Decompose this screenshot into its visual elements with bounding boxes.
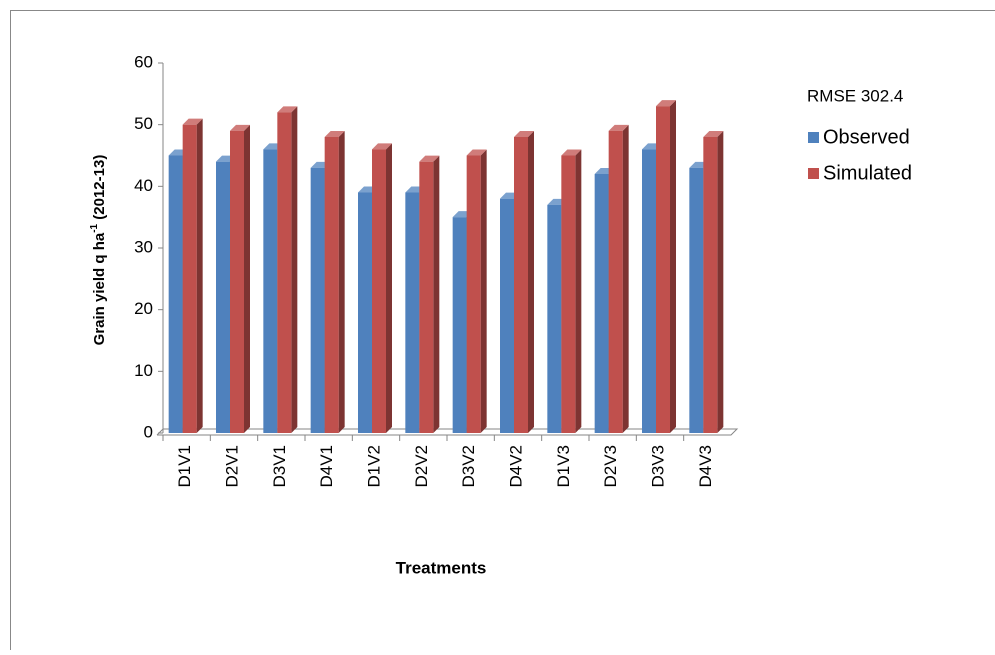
bar [547,205,561,433]
bar-side [386,143,392,433]
x-tick-label: D3V3 [648,445,667,488]
y-axis-title: Grain yield q ha-1 (2012-13) [89,155,108,346]
bar-side [291,106,297,433]
x-tick-label: D1V2 [364,445,383,488]
y-tick-label: 20 [134,299,153,318]
bar [405,193,419,434]
x-tick-label: D3V1 [270,445,289,488]
x-tick-label: D2V1 [222,445,241,488]
y-tick-label: 10 [134,361,153,380]
y-axis-title-part: Grain yield q ha [91,232,108,345]
bar [689,168,703,433]
bar [216,162,230,433]
y-tick-label: 40 [134,176,153,195]
bar [325,137,339,433]
y-tick-label: 0 [144,422,153,441]
bar [609,131,623,433]
annotation: RMSE 302.4 [807,86,903,105]
bar [372,149,386,433]
bar [358,193,372,434]
legend-swatch [808,132,819,143]
x-tick-label: D2V2 [412,445,431,488]
y-axis-title-part: (2012-13) [91,155,108,224]
bar [453,217,467,433]
x-tick-label: D4V1 [317,445,336,488]
x-tick-label: D4V3 [696,445,715,488]
bar [642,149,656,433]
x-tick-label: D4V2 [506,445,525,488]
legend-label: Simulated [823,162,912,184]
bar [169,156,183,434]
bar [595,174,609,433]
x-tick-label: D1V1 [175,445,194,488]
bar [467,156,481,434]
bar-side [244,125,250,433]
bar-side [481,150,487,434]
bar [500,199,514,433]
x-tick-label: D3V2 [459,445,478,488]
bar-side [433,156,439,433]
bar-side [339,131,345,433]
bar-side [197,119,203,433]
bar-side [717,131,723,433]
x-tick-label: D1V3 [554,445,573,488]
bar [183,125,197,433]
bar [230,131,244,433]
bar [277,112,291,433]
bar [263,149,277,433]
y-tick-label: 30 [134,237,153,256]
bar [703,137,717,433]
y-tick-label: 50 [134,114,153,133]
legend-swatch [808,168,819,179]
y-tick-label: 60 [134,52,153,71]
bar-side [623,125,629,433]
bar-side [528,131,534,433]
bar [311,168,325,433]
bar [514,137,528,433]
bar [419,162,433,433]
x-axis-title: Treatments [396,558,487,577]
bar [656,106,670,433]
bar-side [670,100,676,433]
legend-label: Observed [823,126,910,148]
x-tick-label: D2V3 [601,445,620,488]
bar-side [575,150,581,434]
bar [561,156,575,434]
